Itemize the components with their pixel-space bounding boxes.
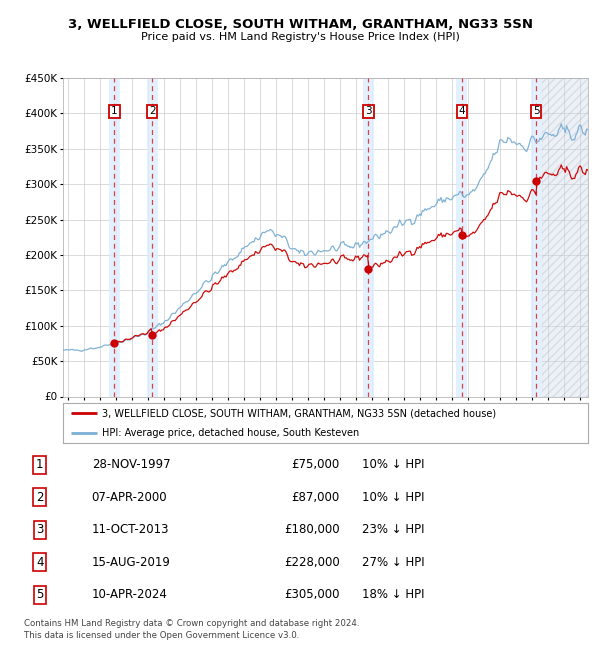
Text: Contains HM Land Registry data © Crown copyright and database right 2024.: Contains HM Land Registry data © Crown c… <box>24 619 359 629</box>
Text: 2: 2 <box>149 107 155 116</box>
Text: This data is licensed under the Open Government Licence v3.0.: This data is licensed under the Open Gov… <box>24 631 299 640</box>
Text: 4: 4 <box>458 107 465 116</box>
Bar <box>109 78 120 396</box>
Text: 28-NOV-1997: 28-NOV-1997 <box>92 458 170 471</box>
Text: £75,000: £75,000 <box>292 458 340 471</box>
Text: £180,000: £180,000 <box>284 523 340 536</box>
Text: 5: 5 <box>533 107 539 116</box>
Text: HPI: Average price, detached house, South Kesteven: HPI: Average price, detached house, Sout… <box>103 428 359 438</box>
Text: £87,000: £87,000 <box>292 491 340 504</box>
Text: £228,000: £228,000 <box>284 556 340 569</box>
Text: 07-APR-2000: 07-APR-2000 <box>92 491 167 504</box>
Text: 3, WELLFIELD CLOSE, SOUTH WITHAM, GRANTHAM, NG33 5SN (detached house): 3, WELLFIELD CLOSE, SOUTH WITHAM, GRANTH… <box>103 408 497 419</box>
Bar <box>146 78 158 396</box>
Text: 18% ↓ HPI: 18% ↓ HPI <box>362 588 425 601</box>
Text: 11-OCT-2013: 11-OCT-2013 <box>92 523 169 536</box>
Text: 23% ↓ HPI: 23% ↓ HPI <box>362 523 425 536</box>
Text: 5: 5 <box>36 588 43 601</box>
Text: 10-APR-2024: 10-APR-2024 <box>92 588 167 601</box>
Text: 3: 3 <box>365 107 372 116</box>
Text: 1: 1 <box>111 107 118 116</box>
Text: 10% ↓ HPI: 10% ↓ HPI <box>362 491 425 504</box>
Bar <box>363 78 374 396</box>
Text: 27% ↓ HPI: 27% ↓ HPI <box>362 556 425 569</box>
Text: 10% ↓ HPI: 10% ↓ HPI <box>362 458 425 471</box>
Text: Price paid vs. HM Land Registry's House Price Index (HPI): Price paid vs. HM Land Registry's House … <box>140 32 460 42</box>
Bar <box>542 78 588 396</box>
Text: 3, WELLFIELD CLOSE, SOUTH WITHAM, GRANTHAM, NG33 5SN: 3, WELLFIELD CLOSE, SOUTH WITHAM, GRANTH… <box>67 18 533 31</box>
Text: 1: 1 <box>36 458 44 471</box>
Text: £305,000: £305,000 <box>284 588 340 601</box>
Text: 3: 3 <box>36 523 43 536</box>
Bar <box>456 78 467 396</box>
Bar <box>530 78 542 396</box>
Text: 2: 2 <box>36 491 44 504</box>
Text: 15-AUG-2019: 15-AUG-2019 <box>92 556 170 569</box>
Text: 4: 4 <box>36 556 44 569</box>
